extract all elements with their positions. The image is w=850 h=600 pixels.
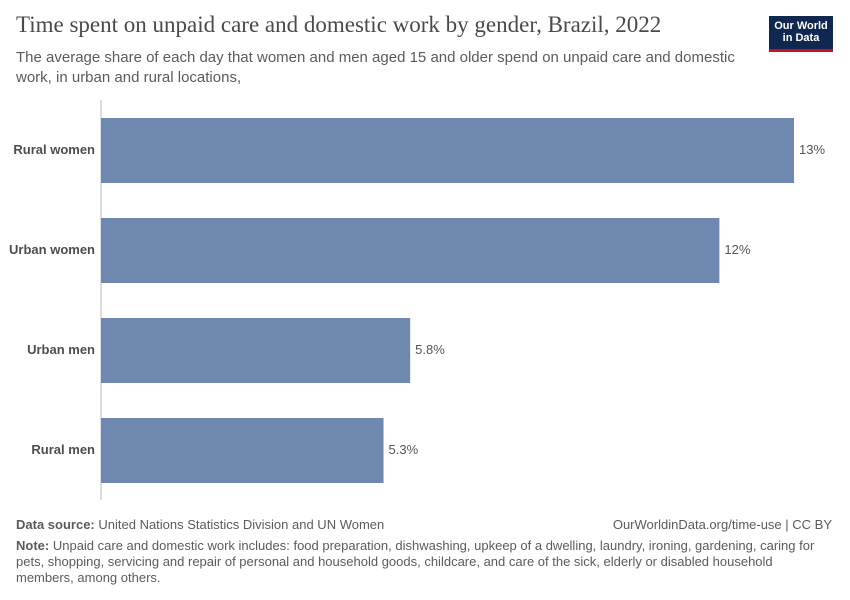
value-label: 5.8%: [415, 342, 445, 357]
category-label: Rural men: [31, 442, 95, 457]
source: Data source: United Nations Statistics D…: [16, 517, 384, 532]
url[interactable]: OurWorldinData.org/time-use | CC BY: [612, 517, 832, 532]
logo-line: in Data: [782, 32, 820, 44]
logo[interactable]: Our World in Data: [769, 16, 833, 52]
source-label: Data source:: [16, 517, 95, 532]
note: Note: Unpaid care and domestic work incl…: [16, 538, 816, 586]
bar: [101, 118, 794, 183]
bar: [101, 218, 720, 283]
value-label: 5.3%: [389, 442, 419, 457]
note-text: Unpaid care and domestic work includes: …: [16, 538, 815, 585]
source-text: United Nations Statistics Division and U…: [98, 517, 385, 532]
logo-line: Our World: [774, 20, 828, 32]
category-label: Urban women: [9, 242, 95, 257]
value-label: 12%: [724, 242, 750, 257]
chart: Rural women 13% Urban women 12% Urban men 5.8…: [9, 100, 825, 500]
chart-title: Time spent on unpaid care and domestic w…: [16, 12, 662, 37]
chart-subtitle: The average share of each day that women…: [16, 49, 735, 86]
bar: [101, 418, 384, 483]
bar: [101, 318, 411, 383]
value-label: 13%: [799, 142, 825, 157]
category-label: Rural women: [13, 142, 95, 157]
note-label: Note:: [16, 538, 50, 553]
category-label: Urban men: [27, 342, 95, 357]
